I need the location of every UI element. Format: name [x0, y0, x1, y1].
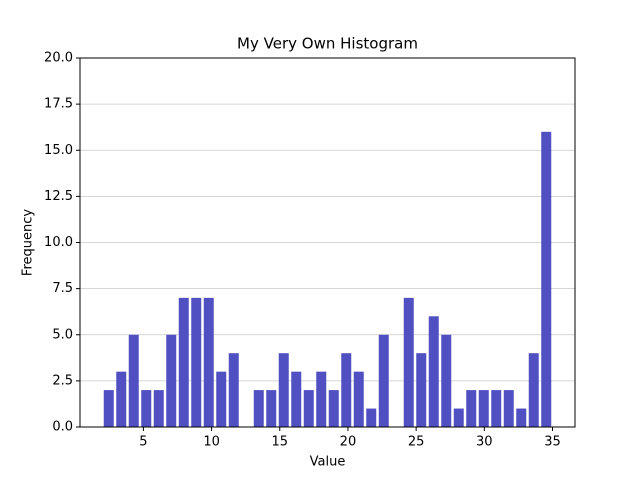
bar [316, 371, 327, 427]
bar [216, 371, 227, 427]
chart-title: My Very Own Histogram [237, 35, 418, 53]
bar [428, 316, 439, 427]
x-tick-label: 15 [271, 435, 288, 450]
bar [178, 297, 189, 427]
bar [403, 297, 414, 427]
bar [453, 408, 464, 427]
x-tick-label: 30 [476, 435, 493, 450]
bar [128, 334, 139, 427]
y-tick-label: 0.0 [52, 420, 73, 435]
bar [341, 353, 352, 427]
bar [253, 390, 264, 427]
bar [528, 353, 539, 427]
bar [491, 390, 502, 427]
y-axis-label: Frequency [21, 209, 36, 276]
x-tick-label: 5 [139, 435, 147, 450]
y-tick-label: 2.5 [52, 373, 73, 388]
bar [153, 390, 164, 427]
y-tick-label: 5.0 [52, 327, 73, 342]
x-tick-label: 20 [340, 435, 357, 450]
bar [353, 371, 364, 427]
y-tick-label: 10.0 [44, 235, 73, 250]
bar [478, 390, 489, 427]
bar [166, 334, 177, 427]
bar [228, 353, 239, 427]
y-tick-label: 17.5 [44, 97, 73, 112]
bar [266, 390, 277, 427]
bar [278, 353, 289, 427]
bar [328, 390, 339, 427]
y-tick-label: 7.5 [52, 281, 73, 296]
plot-frame [79, 57, 576, 428]
bar [303, 390, 314, 427]
bar [541, 131, 552, 428]
x-tick-label: 35 [544, 435, 561, 450]
bar [416, 353, 427, 427]
bar [516, 408, 527, 427]
bar [503, 390, 514, 427]
y-tick-label: 12.5 [44, 189, 73, 204]
bar [291, 371, 302, 427]
x-axis-label: Value [310, 455, 346, 470]
bar [466, 390, 477, 427]
y-tick-label: 20.0 [44, 51, 73, 66]
bar [378, 334, 389, 427]
x-tick-label: 10 [203, 435, 220, 450]
bar [366, 408, 377, 427]
bar [141, 390, 152, 427]
bar [103, 390, 114, 427]
y-tick-label: 15.0 [44, 143, 73, 158]
x-tick-label: 25 [408, 435, 425, 450]
bar [116, 371, 127, 427]
bar [191, 297, 202, 427]
bar [203, 297, 214, 427]
bar [441, 334, 452, 427]
